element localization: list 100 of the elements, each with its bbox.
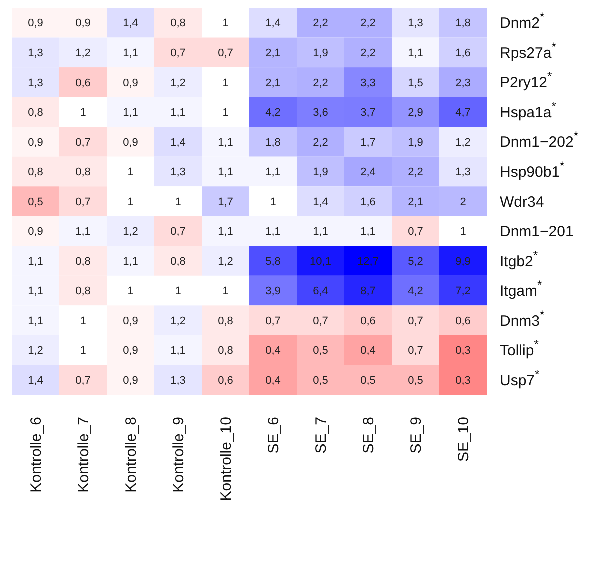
data-label: 0,7 — [170, 48, 186, 60]
data-label: 0,9 — [28, 18, 44, 30]
data-label: 1,9 — [408, 136, 424, 149]
data-label: 0,7 — [170, 226, 186, 238]
data-label: 1,8 — [266, 136, 281, 149]
y-tick-label: Wdr34 — [500, 194, 544, 211]
data-label: 1,3 — [28, 48, 44, 60]
x-tick-label: SE_8 — [360, 417, 378, 454]
data-label: 6,4 — [313, 286, 328, 298]
y-tick-label: Dnm1−202$^{*}$ — [500, 129, 579, 152]
data-label: 0,9 — [28, 226, 44, 238]
data-label: 0,8 — [76, 256, 91, 268]
data-label: 1,9 — [313, 48, 328, 60]
data-label: 0,6 — [76, 77, 91, 90]
data-label: 0,7 — [408, 226, 424, 238]
data-label: 5,2 — [408, 256, 424, 268]
x-tick-label: SE_7 — [313, 417, 330, 454]
data-label: 1,1 — [28, 315, 44, 328]
data-label: 1,7 — [360, 136, 376, 149]
data-label: 4,7 — [456, 107, 471, 120]
y-tick-label: Hsp90b1$^{*}$ — [500, 158, 566, 181]
data-label: 2,2 — [313, 77, 328, 90]
data-label: 2,2 — [408, 166, 424, 179]
data-label: 0,4 — [266, 374, 281, 387]
data-label: 1,2 — [123, 226, 138, 238]
data-label: 0,4 — [266, 345, 281, 358]
data-label: 0,4 — [360, 345, 376, 358]
data-label: 1,3 — [28, 77, 44, 90]
data-label: 0,7 — [218, 48, 234, 60]
data-label: 0,8 — [76, 286, 91, 298]
data-label: 1,4 — [266, 18, 281, 30]
y-tick-label: Itgb2$^{*}$ — [500, 248, 538, 270]
data-label: 1 — [460, 226, 466, 238]
data-label: 3,7 — [360, 107, 376, 120]
data-label: 2,1 — [408, 196, 424, 208]
data-label: 5,8 — [266, 256, 281, 268]
data-label: 1,2 — [28, 345, 44, 358]
y-tick-label: P2ry12$^{*}$ — [500, 70, 553, 92]
y-tick-label: Dnm1−201 — [500, 224, 574, 241]
data-label: 10,1 — [310, 256, 332, 268]
data-label: 0,5 — [360, 374, 376, 387]
data-label: 0,7 — [76, 374, 91, 387]
data-label: 7,2 — [456, 286, 471, 298]
data-label: 1,1 — [170, 345, 186, 358]
data-label: 1,4 — [123, 18, 138, 30]
data-label: 1,1 — [28, 256, 44, 268]
data-label: 0,8 — [28, 166, 44, 179]
data-label: 1 — [175, 286, 182, 298]
data-label: 0,7 — [266, 315, 281, 328]
data-label: 0,7 — [76, 196, 91, 208]
data-label: 2,2 — [360, 18, 376, 30]
y-tick-label: Tollip$^{*}$ — [500, 338, 540, 360]
data-label: 3,6 — [313, 107, 328, 120]
x-tick-label: SE_6 — [266, 417, 282, 454]
y-tick-label: Rps27a$^{*}$ — [500, 40, 557, 62]
data-label: 4,2 — [266, 107, 281, 120]
data-label: 3,3 — [360, 77, 376, 90]
data-label: 8,7 — [360, 286, 376, 298]
data-label: 2,9 — [408, 107, 424, 120]
data-label: 1,8 — [456, 18, 471, 30]
y-tick-label: Itgam$^{*}$ — [500, 278, 543, 300]
data-label: 0,9 — [28, 136, 44, 149]
data-label: 0,9 — [123, 315, 138, 328]
data-label: 0,5 — [313, 345, 328, 358]
data-label: 1,1 — [360, 226, 376, 238]
y-tick-label: Hspa1a$^{*}$ — [500, 99, 557, 122]
data-label: 1,2 — [170, 315, 186, 328]
data-label: 1 — [270, 196, 276, 208]
data-label: 2,1 — [266, 48, 281, 60]
data-label: 1,7 — [218, 196, 234, 208]
data-label: 2 — [460, 196, 466, 208]
data-label: 1,3 — [456, 166, 471, 179]
data-label: 0,7 — [408, 315, 424, 328]
data-label: 1 — [222, 18, 229, 30]
data-label: 1,4 — [28, 374, 44, 387]
data-label: 1,6 — [456, 48, 471, 60]
data-label: 1,1 — [28, 286, 44, 298]
data-label: 0,8 — [76, 166, 91, 179]
data-label: 0,7 — [408, 345, 424, 358]
data-label: 1,1 — [123, 107, 138, 120]
data-label: 1 — [80, 345, 86, 358]
data-label: 4,2 — [408, 286, 424, 298]
data-label: 1,2 — [456, 136, 471, 149]
data-label: 0,7 — [76, 136, 91, 149]
data-label: 1,9 — [313, 166, 328, 179]
data-label: 0,8 — [218, 315, 234, 328]
data-label: 0,9 — [123, 345, 138, 358]
data-label: 1,1 — [266, 226, 281, 238]
data-label: 1,1 — [218, 136, 234, 149]
x-tick-label: Kontrolle_8 — [123, 417, 140, 493]
x-tick-label: Kontrolle_7 — [76, 417, 92, 493]
data-label: 1,6 — [360, 196, 376, 208]
data-label: 1 — [222, 77, 229, 90]
data-label: 0,5 — [28, 196, 44, 208]
x-tick-label: Kontrolle_9 — [170, 417, 188, 493]
data-label: 9,9 — [456, 256, 471, 268]
data-label: 2,1 — [266, 77, 281, 90]
data-label: 1,3 — [408, 18, 424, 30]
data-label: 1,1 — [266, 166, 281, 179]
data-label: 2,2 — [360, 48, 376, 60]
